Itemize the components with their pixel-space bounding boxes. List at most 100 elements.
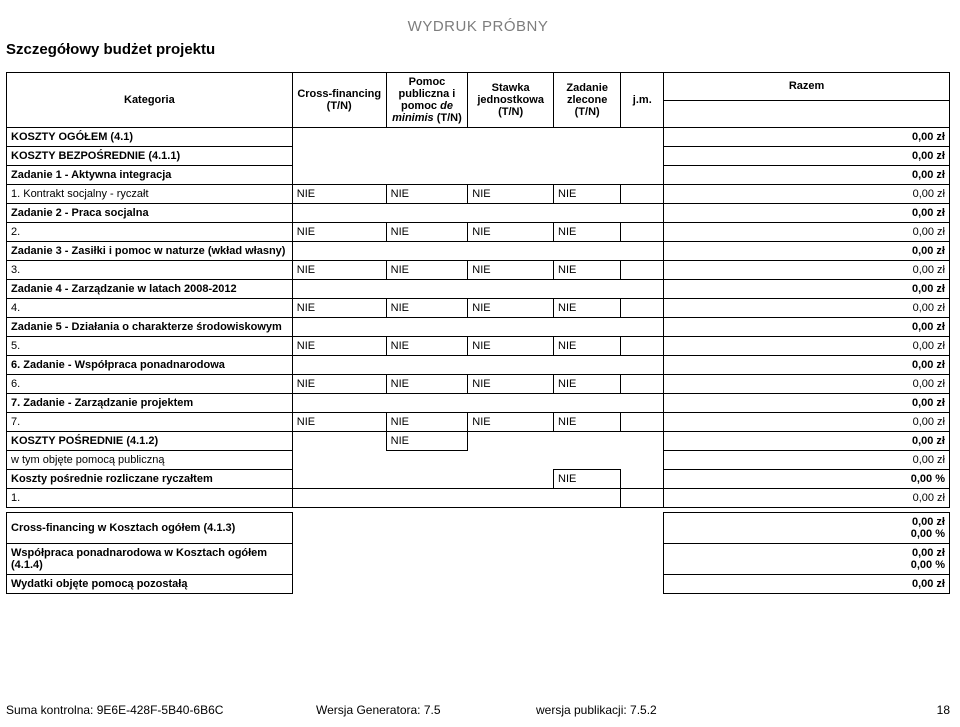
cell-amount: 0,00 zł bbox=[664, 166, 950, 185]
cell-amount: 0,00 zł bbox=[664, 204, 950, 223]
th-zadanie: Zadanie zlecone (T/N) bbox=[554, 73, 621, 128]
cell-amount: 0,00 zł0,00 % bbox=[664, 544, 950, 575]
footer-suma: Suma kontrolna: 9E6E-428F-5B40-6B6C bbox=[6, 703, 316, 717]
row-label: Wydatki objęte pomocą pozostałą bbox=[7, 575, 293, 594]
cell-amount: 0,00 % bbox=[664, 470, 950, 489]
row-label: 7. Zadanie - Zarządzanie projektem bbox=[7, 394, 293, 413]
cell-amount: 0,00 zł bbox=[664, 375, 950, 394]
row-label: w tym objęte pomocą publiczną bbox=[7, 451, 293, 470]
cell-nie: NIE bbox=[468, 261, 554, 280]
th-cross: Cross-financing (T/N) bbox=[292, 73, 386, 128]
cell-amount: 0,00 zł bbox=[664, 280, 950, 299]
cell-nie: NIE bbox=[386, 413, 468, 432]
row-label: Zadanie 2 - Praca socjalna bbox=[7, 204, 293, 223]
cell-amount: 0,00 zł bbox=[664, 432, 950, 451]
cell-nie: NIE bbox=[554, 337, 621, 356]
cell-nie: NIE bbox=[554, 375, 621, 394]
cell-nie: NIE bbox=[386, 375, 468, 394]
budget-table: Kategoria Cross-financing (T/N) Pomoc pu… bbox=[6, 72, 950, 594]
row-label: 1. bbox=[7, 489, 293, 508]
cell-nie: NIE bbox=[292, 413, 386, 432]
row-label: Zadanie 5 - Działania o charakterze środ… bbox=[7, 318, 293, 337]
cell-nie: NIE bbox=[386, 299, 468, 318]
cell-amount: 0,00 zł bbox=[664, 318, 950, 337]
cell-amount: 0,00 zł0,00 % bbox=[664, 513, 950, 544]
row-label: 3. bbox=[7, 261, 293, 280]
cell-amount: 0,00 zł bbox=[664, 575, 950, 594]
cell-amount: 0,00 zł bbox=[664, 147, 950, 166]
row-label: Współpraca ponadnarodowa w Kosztach ogół… bbox=[7, 544, 293, 575]
cell-nie: NIE bbox=[292, 261, 386, 280]
cell-nie: NIE bbox=[292, 299, 386, 318]
cell-amount: 0,00 zł bbox=[664, 489, 950, 508]
cell-nie: NIE bbox=[292, 337, 386, 356]
cell-nie: NIE bbox=[554, 185, 621, 204]
th-jm: j.m. bbox=[621, 73, 664, 128]
cell-nie: NIE bbox=[554, 413, 621, 432]
cell-nie: NIE bbox=[468, 375, 554, 394]
cell-nie: NIE bbox=[386, 185, 468, 204]
row-label: 6. bbox=[7, 375, 293, 394]
cell-amount: 0,00 zł bbox=[664, 299, 950, 318]
cell-amount: 0,00 zł bbox=[664, 128, 950, 147]
cell-amount: 0,00 zł bbox=[664, 413, 950, 432]
cell-amount: 0,00 zł bbox=[664, 451, 950, 470]
cell-nie: NIE bbox=[554, 223, 621, 242]
th-pomoc: Pomoc publiczna i pomoc de minimis (T/N) bbox=[386, 73, 468, 128]
row-label: Zadanie 3 - Zasiłki i pomoc w naturze (w… bbox=[7, 242, 293, 261]
cell-jm bbox=[621, 413, 664, 432]
cell-jm bbox=[621, 299, 664, 318]
cell-nie: NIE bbox=[554, 470, 621, 489]
cell-jm bbox=[621, 375, 664, 394]
cell-nie: NIE bbox=[292, 185, 386, 204]
cell-jm bbox=[621, 185, 664, 204]
cell-jm bbox=[621, 337, 664, 356]
row-label: Zadanie 1 - Aktywna integracja bbox=[7, 166, 293, 185]
page-title: Szczegółowy budżet projektu bbox=[6, 41, 950, 58]
th-stawka: Stawka jednostkowa (T/N) bbox=[468, 73, 554, 128]
cell-nie: NIE bbox=[386, 337, 468, 356]
row-label: Koszty pośrednie rozliczane ryczałtem bbox=[7, 470, 293, 489]
cell-amount: 0,00 zł bbox=[664, 394, 950, 413]
row-label: 4. bbox=[7, 299, 293, 318]
cell-nie: NIE bbox=[386, 432, 468, 451]
cell-nie: NIE bbox=[468, 185, 554, 204]
cell-amount: 0,00 zł bbox=[664, 223, 950, 242]
cell-nie: NIE bbox=[468, 299, 554, 318]
th-kategoria: Kategoria bbox=[7, 73, 293, 128]
th-razem-sub bbox=[664, 100, 950, 128]
row-label: 6. Zadanie - Współpraca ponadnarodowa bbox=[7, 356, 293, 375]
row-label: 2. bbox=[7, 223, 293, 242]
cell-nie: NIE bbox=[386, 261, 468, 280]
footer-pub: wersja publikacji: 7.5.2 bbox=[536, 703, 910, 717]
cell-amount: 0,00 zł bbox=[664, 356, 950, 375]
row-label: 5. bbox=[7, 337, 293, 356]
cell-amount: 0,00 zł bbox=[664, 185, 950, 204]
cell-nie: NIE bbox=[468, 337, 554, 356]
cell-nie: NIE bbox=[386, 223, 468, 242]
row-label: KOSZTY POŚREDNIE (4.1.2) bbox=[7, 432, 293, 451]
cell-jm bbox=[621, 261, 664, 280]
row-label: 7. bbox=[7, 413, 293, 432]
cell-nie: NIE bbox=[468, 223, 554, 242]
cell-nie: NIE bbox=[292, 375, 386, 394]
footer-page: 18 bbox=[910, 703, 950, 717]
row-label: Zadanie 4 - Zarządzanie w latach 2008-20… bbox=[7, 280, 293, 299]
cell-nie: NIE bbox=[468, 413, 554, 432]
watermark-text: WYDRUK PRÓBNY bbox=[6, 18, 950, 35]
row-label: Cross-financing w Kosztach ogółem (4.1.3… bbox=[7, 513, 293, 544]
cell-nie: NIE bbox=[554, 261, 621, 280]
row-label: KOSZTY OGÓŁEM (4.1) bbox=[7, 128, 293, 147]
row-label: 1. Kontrakt socjalny - ryczałt bbox=[7, 185, 293, 204]
cell-amount: 0,00 zł bbox=[664, 242, 950, 261]
cell-jm bbox=[621, 489, 664, 508]
page-footer: Suma kontrolna: 9E6E-428F-5B40-6B6C Wers… bbox=[6, 703, 950, 717]
th-razem: Razem bbox=[664, 73, 950, 101]
footer-gen: Wersja Generatora: 7.5 bbox=[316, 703, 536, 717]
cell-empty bbox=[292, 489, 621, 508]
cell-amount: 0,00 zł bbox=[664, 261, 950, 280]
cell-nie: NIE bbox=[554, 299, 621, 318]
cell-nie: NIE bbox=[292, 223, 386, 242]
cell-amount: 0,00 zł bbox=[664, 337, 950, 356]
row-label: KOSZTY BEZPOŚREDNIE (4.1.1) bbox=[7, 147, 293, 166]
